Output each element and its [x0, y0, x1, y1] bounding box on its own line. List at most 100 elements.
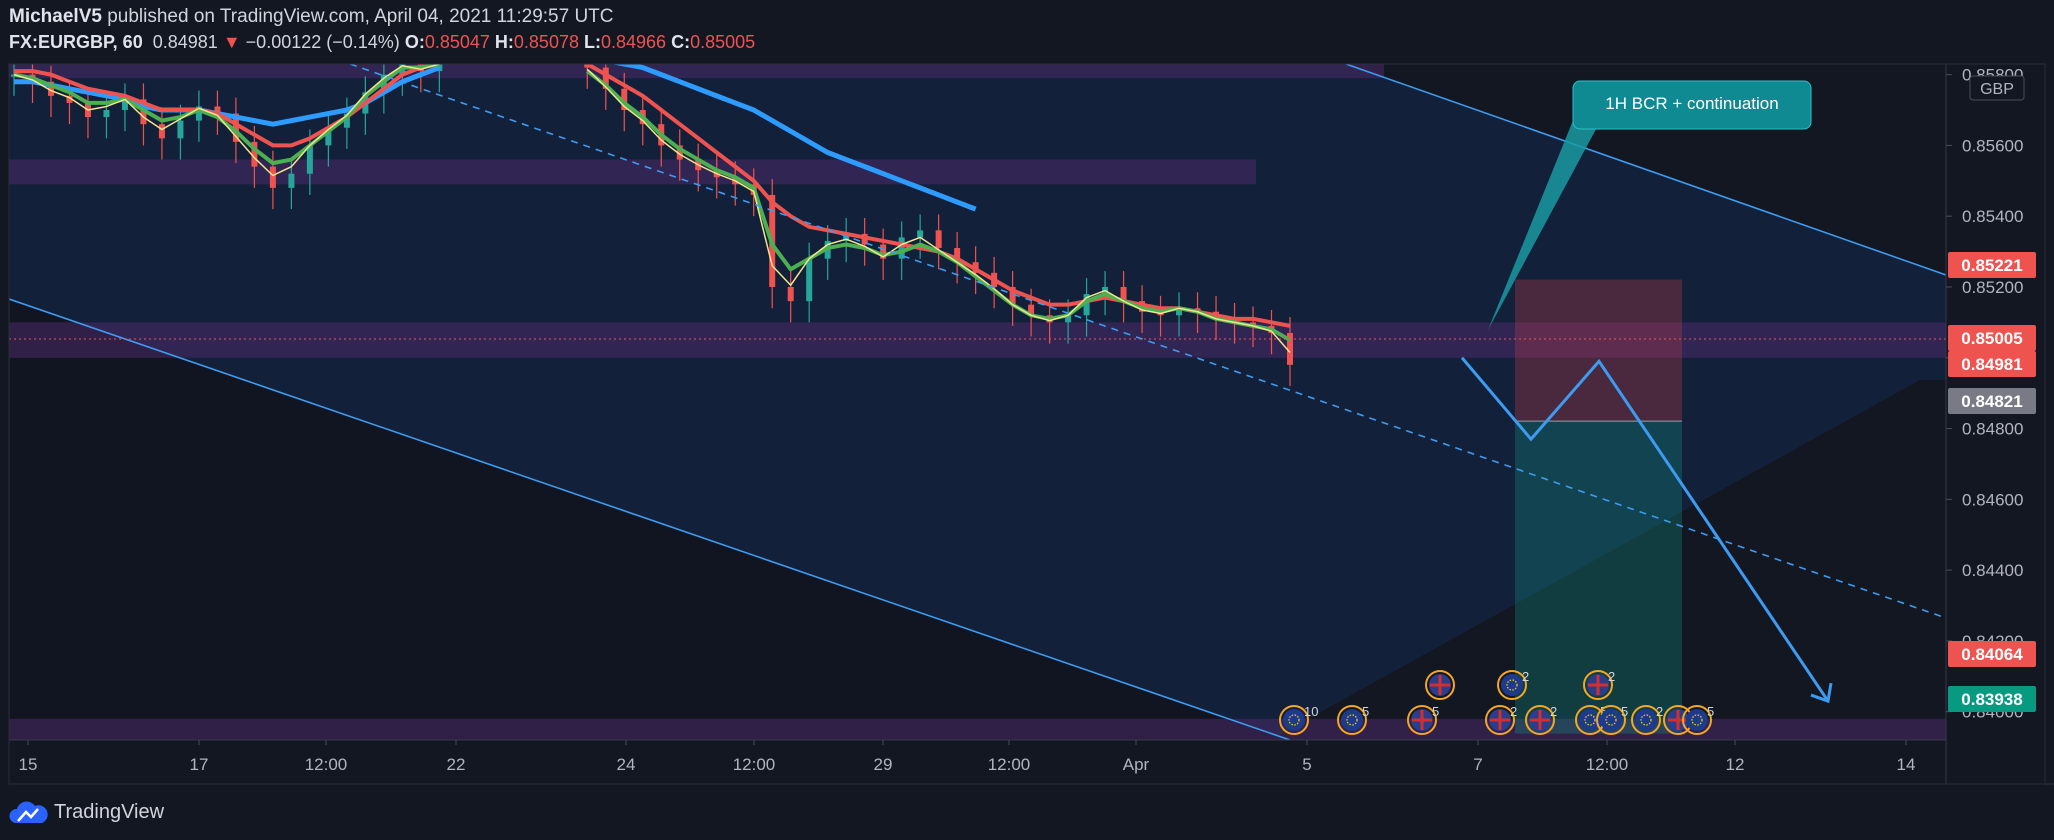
price-badge-value: 0.85005 [1961, 329, 2022, 348]
x-tick-label: 15 [19, 755, 38, 774]
eu-flag-icon [1600, 709, 1622, 731]
open-value: 0.85047 [424, 32, 490, 52]
candle-body [121, 99, 128, 111]
event-ring [1682, 705, 1712, 735]
x-tick-label: 24 [617, 755, 636, 774]
candle-body [1009, 286, 1016, 305]
zone-rect[interactable] [9, 64, 1384, 79]
eu-flag-icon [1341, 709, 1363, 731]
x-tick-label: 29 [874, 755, 893, 774]
eu-flag-stars [1691, 714, 1703, 726]
price-badge[interactable]: 0.84821 [1948, 388, 2036, 414]
price-axis[interactable]: 0.858000.856000.854000.852000.850000.848… [1946, 66, 2036, 722]
event-marker[interactable]: 10 [1279, 704, 1318, 735]
candle-body [325, 127, 332, 146]
y-tick-label: 0.85600 [1962, 136, 2023, 155]
author-name[interactable]: MichaelV5 [9, 6, 102, 27]
y-tick-label: 0.84400 [1962, 561, 2023, 580]
currency-label[interactable]: GBP [1969, 75, 2025, 101]
currency-label-text: GBP [1980, 81, 2014, 98]
x-tick-label: 17 [190, 755, 209, 774]
event-marker[interactable]: 2 [1583, 669, 1615, 700]
event-ring [1631, 705, 1661, 735]
supply-demand-zones [9, 64, 1946, 740]
candle-body [1176, 308, 1183, 316]
chart-frame [8, 63, 2046, 785]
x-tick-label: 12:00 [1586, 755, 1629, 774]
candle-body [177, 120, 184, 139]
channel-upper-line[interactable] [1345, 64, 1946, 276]
eu-flag-stars [1506, 679, 1518, 691]
annotation-callout[interactable]: 1H BCR + continuation [1488, 80, 1812, 330]
candle-body [917, 230, 924, 238]
price-badge[interactable]: 0.85005 [1948, 325, 2036, 351]
projection-arrowhead [1810, 682, 1833, 704]
close-label: C: [671, 32, 691, 52]
price-badge-box [1948, 325, 2036, 351]
event-marker[interactable]: 2 [1485, 704, 1517, 735]
event-ring [1596, 705, 1626, 735]
price-badge-box [1948, 351, 2036, 377]
candle-body [1065, 315, 1072, 323]
event-marker[interactable]: 5 [1596, 704, 1628, 735]
eu-flag-stars [1605, 714, 1617, 726]
published-text: published on TradingView.com, April 04, … [107, 6, 614, 27]
zone-rect[interactable] [9, 159, 1256, 185]
candle-body [621, 88, 628, 111]
low-value: 0.84966 [601, 32, 667, 52]
publish-info: MichaelV5 published on TradingView.com, … [9, 6, 614, 28]
tradingview-cloud-icon [9, 801, 48, 823]
event-count: 2 [1522, 669, 1529, 684]
time-axis[interactable]: 15 17 12:00 22 24 12:00 29 12:00 Apr 5 7 12:00 12 14 [19, 740, 1916, 774]
event-count: 5 [1600, 704, 1607, 719]
stop-loss-zone[interactable] [1515, 279, 1682, 422]
eu-flag-icon [1283, 709, 1305, 731]
candle-body [251, 141, 258, 167]
x-tick-label: Apr [1123, 755, 1150, 774]
x-tick-label: 12:00 [733, 755, 776, 774]
price-badge[interactable]: 0.83938 [1948, 686, 2036, 712]
candle-body [103, 110, 110, 118]
open-label: O: [404, 32, 425, 52]
event-marker[interactable] [1425, 670, 1455, 700]
zone-rect[interactable] [9, 718, 1946, 740]
channel-midline-dashed[interactable] [349, 64, 1946, 619]
price-badge[interactable]: 0.85221 [1948, 252, 2036, 278]
symbol-label[interactable]: FX:EURGBP, 60 [9, 32, 143, 52]
tradingview-logo[interactable]: TradingView [8, 799, 164, 825]
event-count: 5 [1362, 704, 1369, 719]
event-marker[interactable]: 2 [1525, 704, 1557, 735]
ema-green-line [13, 64, 440, 166]
brand-name: TradingView [54, 800, 165, 823]
event-ring [1279, 705, 1309, 735]
y-tick-label: 0.85200 [1962, 278, 2023, 297]
event-marker[interactable]: 2 [1631, 704, 1663, 735]
event-count: 2 [1656, 704, 1663, 719]
eu-flag-stars [1288, 714, 1300, 726]
down-arrow-icon: ▼ [222, 32, 241, 52]
event-count: 10 [1304, 704, 1318, 719]
high-label: H: [494, 32, 514, 52]
price-badge[interactable]: 0.84064 [1948, 641, 2036, 667]
zone-rect[interactable] [9, 322, 1946, 358]
price-badge[interactable]: 0.84981 [1948, 351, 2036, 377]
event-marker[interactable]: 5 [1682, 704, 1714, 735]
event-marker[interactable]: 5 [1407, 704, 1439, 735]
callout-text: 1H BCR + continuation [1605, 94, 1778, 113]
eu-flag-stars [1346, 714, 1358, 726]
event-ring [1337, 705, 1367, 735]
channel-lower-line[interactable] [9, 298, 1291, 740]
candle-body [158, 124, 165, 139]
event-marker[interactable]: 5 [1337, 704, 1369, 735]
close-value: 0.85005 [690, 32, 756, 52]
short-position-box[interactable] [1515, 279, 1682, 734]
x-tick-label: 5 [1302, 755, 1311, 774]
event-marker[interactable]: 2 [1497, 669, 1529, 700]
projection-path[interactable] [1460, 356, 1830, 702]
y-tick-label: 0.84600 [1962, 490, 2023, 509]
candle-body [47, 81, 54, 96]
candle-body [288, 173, 295, 188]
x-tick-label: 14 [1897, 755, 1916, 774]
y-tick-label: 0.84800 [1962, 420, 2023, 439]
